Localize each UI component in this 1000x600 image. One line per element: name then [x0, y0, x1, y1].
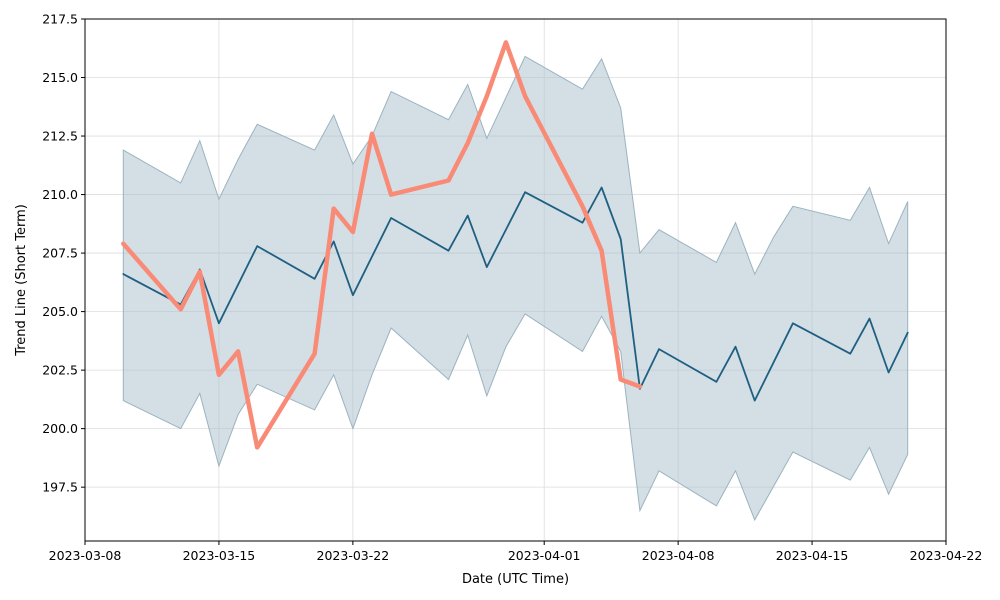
x-tick-label: 2023-03-15	[183, 548, 256, 563]
y-tick-label: 215.0	[42, 70, 78, 85]
trend-series-line	[122, 186, 909, 402]
y-tick-label: 217.5	[42, 12, 78, 27]
plot-frame	[84, 18, 947, 542]
y-axis-label: Trend Line (Short Term)	[14, 204, 29, 357]
y-tick-label: 207.5	[42, 246, 78, 261]
x-axis-label: Date (UTC Time)	[462, 572, 569, 587]
x-tick-label: 2023-04-15	[776, 548, 849, 563]
confidence-band-area	[122, 55, 909, 522]
series-lines	[121, 40, 909, 450]
actual-series-line	[121, 40, 643, 450]
x-axis-ticks: 2023-03-08 2023-03-15 2023-03-22 2023-04-01…	[49, 541, 983, 563]
x-tick-label: 2023-03-08	[49, 548, 122, 563]
x-tick-label: 2023-04-22	[910, 548, 983, 563]
y-tick-label: 210.0	[42, 187, 78, 202]
y-tick-label: 212.5	[42, 129, 78, 144]
y-axis-ticks: 197.5 200.0 202.5 205.0 207.5 210.0 212.5 215.0…	[42, 12, 85, 495]
y-tick-label: 200.0	[42, 421, 78, 436]
x-tick-label: 2023-04-08	[642, 548, 715, 563]
confidence-band	[122, 55, 909, 522]
x-tick-label: 2023-04-01	[508, 548, 581, 563]
y-tick-label: 197.5	[42, 480, 78, 495]
y-tick-label: 202.5	[42, 363, 78, 378]
x-tick-label: 2023-03-22	[317, 548, 390, 563]
y-tick-label: 205.0	[42, 304, 78, 319]
